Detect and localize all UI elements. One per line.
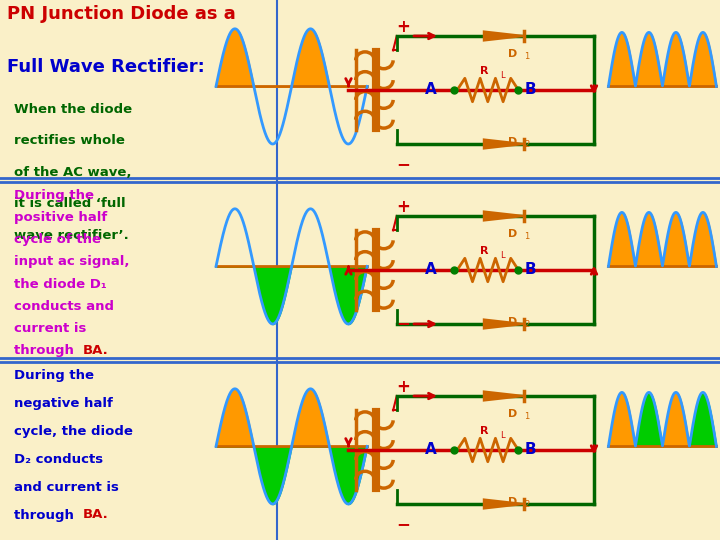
Text: 1: 1 xyxy=(524,412,529,421)
Text: +: + xyxy=(397,198,410,217)
Text: R: R xyxy=(480,66,488,76)
Text: negative half: negative half xyxy=(14,397,113,410)
Text: wave rectifier’.: wave rectifier’. xyxy=(14,228,129,241)
Text: cycle of the: cycle of the xyxy=(14,233,102,246)
Polygon shape xyxy=(484,392,524,401)
Text: −: − xyxy=(397,314,410,332)
Text: During the: During the xyxy=(14,189,94,202)
Text: 1: 1 xyxy=(524,52,529,61)
Polygon shape xyxy=(484,31,524,40)
Text: L: L xyxy=(500,71,505,80)
Text: −: − xyxy=(397,515,410,533)
Text: and current is: and current is xyxy=(14,481,120,494)
Text: D: D xyxy=(508,49,517,59)
Text: B: B xyxy=(524,262,536,278)
Text: When the diode: When the diode xyxy=(14,103,132,116)
Text: B: B xyxy=(524,442,536,457)
Text: 2: 2 xyxy=(524,501,529,509)
Text: 1: 1 xyxy=(524,232,529,241)
Text: D₂ conducts: D₂ conducts xyxy=(14,453,104,465)
Polygon shape xyxy=(484,212,524,220)
Text: B: B xyxy=(524,83,536,98)
Text: −: − xyxy=(397,155,410,173)
Polygon shape xyxy=(484,500,524,509)
Text: D: D xyxy=(508,137,517,147)
Text: A: A xyxy=(425,442,436,457)
Text: the diode D₁: the diode D₁ xyxy=(14,278,107,291)
Text: positive half: positive half xyxy=(14,211,108,224)
Text: D: D xyxy=(508,228,517,239)
Text: R: R xyxy=(480,246,488,256)
Text: conducts and: conducts and xyxy=(14,300,114,313)
Text: current is: current is xyxy=(14,322,87,335)
Text: it is called ‘full: it is called ‘full xyxy=(14,197,126,210)
Text: BA.: BA. xyxy=(83,344,109,357)
Text: +: + xyxy=(397,18,410,36)
Text: through: through xyxy=(14,344,79,357)
Text: D: D xyxy=(508,409,517,419)
Polygon shape xyxy=(484,320,524,328)
Text: During the: During the xyxy=(14,369,94,382)
Text: through: through xyxy=(14,509,79,522)
Text: L: L xyxy=(500,251,505,260)
Polygon shape xyxy=(484,139,524,148)
Text: Full Wave Rectifier:: Full Wave Rectifier: xyxy=(7,58,205,76)
Text: cycle, the diode: cycle, the diode xyxy=(14,425,133,438)
Text: D: D xyxy=(508,317,517,327)
Text: +: + xyxy=(397,379,410,396)
Text: D: D xyxy=(508,497,517,507)
Text: rectifies whole: rectifies whole xyxy=(14,134,125,147)
Text: 2: 2 xyxy=(524,320,529,329)
Text: A: A xyxy=(425,262,436,278)
Text: BA.: BA. xyxy=(83,509,109,522)
Text: input ac signal,: input ac signal, xyxy=(14,255,130,268)
Text: L: L xyxy=(500,431,505,440)
Text: of the AC wave,: of the AC wave, xyxy=(14,166,132,179)
Text: 2: 2 xyxy=(524,140,529,150)
Text: R: R xyxy=(480,426,488,436)
Text: PN Junction Diode as a: PN Junction Diode as a xyxy=(7,5,236,23)
Text: A: A xyxy=(425,83,436,98)
